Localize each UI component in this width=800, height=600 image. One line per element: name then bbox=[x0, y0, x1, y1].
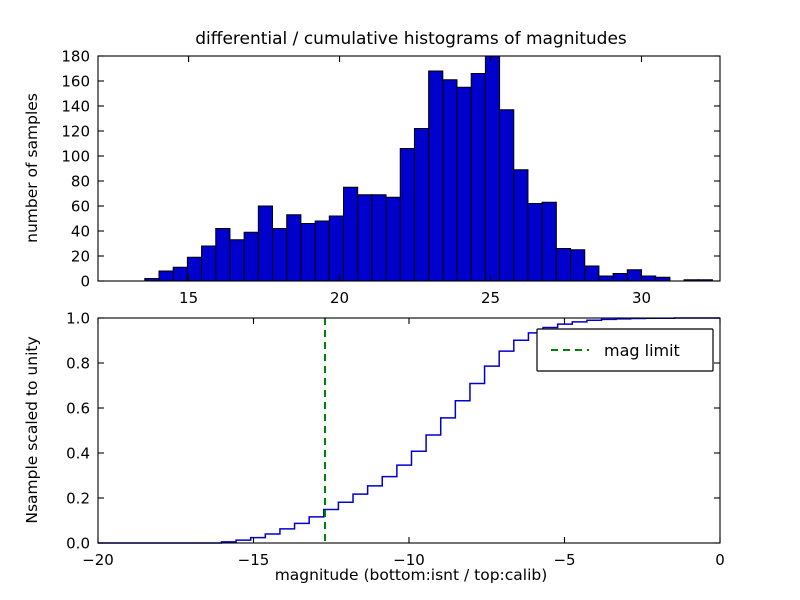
top-ytick-label: 80 bbox=[71, 173, 90, 191]
histogram-bar bbox=[471, 74, 485, 282]
bottom-axes-ylabel: Nsample scaled to unity bbox=[23, 336, 41, 523]
legend-mag-limit-label: mag limit bbox=[604, 341, 680, 360]
top-xtick-label: 20 bbox=[330, 289, 349, 307]
bottom-ytick-label: 0.6 bbox=[66, 400, 90, 418]
histogram-bar bbox=[386, 197, 400, 281]
top-axes-ylabel: number of samples bbox=[23, 93, 41, 243]
bottom-ytick-label: 1.0 bbox=[66, 310, 90, 328]
top-ytick-label: 120 bbox=[61, 123, 90, 141]
histogram-bar bbox=[273, 229, 287, 282]
histogram-bar bbox=[443, 80, 457, 281]
histogram-bar bbox=[159, 271, 173, 281]
top-xtick-label: 15 bbox=[179, 289, 198, 307]
top-ytick-label: 20 bbox=[71, 248, 90, 266]
figure-background bbox=[0, 0, 800, 600]
top-ytick-label: 0 bbox=[80, 273, 90, 291]
histogram-bar bbox=[641, 276, 655, 281]
histogram-bar bbox=[216, 229, 230, 282]
histogram-bar bbox=[613, 274, 627, 282]
histogram-bar bbox=[414, 129, 428, 282]
histogram-bar bbox=[556, 249, 570, 282]
histogram-bar bbox=[400, 149, 414, 282]
bottom-ytick-label: 0.0 bbox=[66, 535, 90, 553]
histogram-bar bbox=[485, 56, 499, 281]
histogram-bar bbox=[571, 250, 585, 281]
histogram-bar bbox=[514, 170, 528, 281]
top-ytick-label: 60 bbox=[71, 198, 90, 216]
top-xtick-label: 25 bbox=[481, 289, 500, 307]
histogram-bar bbox=[173, 267, 187, 281]
bottom-xtick-label: 0 bbox=[715, 551, 725, 569]
top-ytick-label: 180 bbox=[61, 48, 90, 66]
bottom-ytick-label: 0.8 bbox=[66, 355, 90, 373]
histogram-bar bbox=[429, 71, 443, 281]
top-ytick-label: 140 bbox=[61, 98, 90, 116]
page-title: differential / cumulative histograms of … bbox=[195, 29, 627, 49]
histogram-bar bbox=[187, 257, 201, 281]
top-ytick-label: 160 bbox=[61, 73, 90, 91]
histogram-bar bbox=[329, 216, 343, 281]
bottom-xtick-label: −20 bbox=[82, 551, 114, 569]
legend[interactable]: mag limit bbox=[537, 329, 713, 371]
histogram-bar bbox=[258, 206, 272, 281]
top-ytick-label: 100 bbox=[61, 148, 90, 166]
histogram-bar bbox=[656, 277, 670, 281]
bottom-xtick-label: −15 bbox=[238, 551, 270, 569]
histogram-bar bbox=[372, 195, 386, 281]
bottom-ytick-label: 0.2 bbox=[66, 490, 90, 508]
histogram-bar bbox=[287, 215, 301, 281]
histogram-bar bbox=[358, 195, 372, 281]
histogram-bar bbox=[244, 232, 258, 281]
top-ytick-label: 40 bbox=[71, 223, 90, 241]
histogram-bar bbox=[301, 224, 315, 282]
histogram-bar bbox=[457, 87, 471, 281]
histogram-bar bbox=[528, 204, 542, 282]
histogram-bar bbox=[230, 240, 244, 281]
histogram-bar bbox=[500, 110, 514, 281]
histogram-bar bbox=[585, 266, 599, 281]
histogram-bar bbox=[343, 187, 357, 281]
histogram-bar bbox=[202, 246, 216, 281]
histogram-bar bbox=[599, 276, 613, 281]
bottom-axes-xlabel: magnitude (bottom:isnt / top:calib) bbox=[275, 566, 548, 584]
histogram-bar bbox=[315, 221, 329, 281]
figure-canvas: differential / cumulative histograms of … bbox=[0, 0, 800, 600]
top-xtick-label: 30 bbox=[632, 289, 651, 307]
histogram-bar bbox=[542, 202, 556, 281]
histogram-bar bbox=[627, 270, 641, 281]
bottom-ytick-label: 0.4 bbox=[66, 445, 90, 463]
bottom-xtick-label: −5 bbox=[553, 551, 575, 569]
